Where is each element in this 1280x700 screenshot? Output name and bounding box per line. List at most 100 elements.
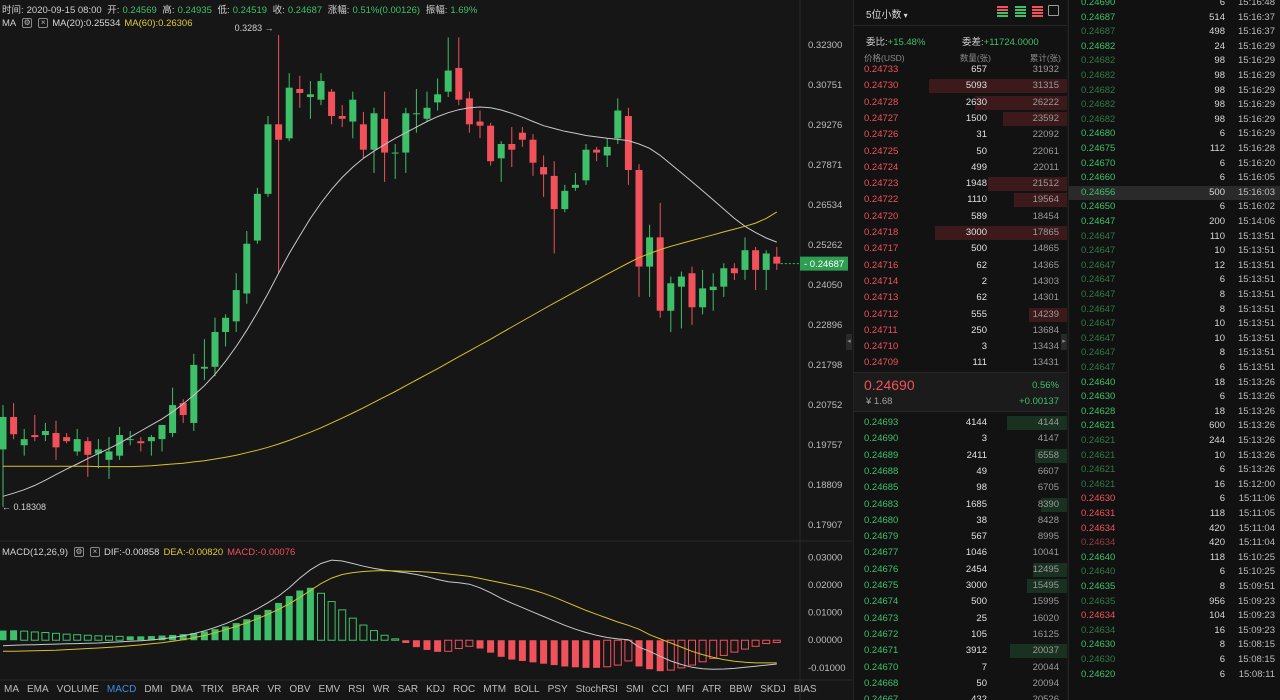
macd-settings-icon[interactable]: ⚙ — [74, 547, 84, 557]
tab-roc[interactable]: ROC — [453, 684, 476, 695]
tab-stochrsi[interactable]: StochRSI — [575, 684, 618, 695]
candle-body — [593, 149, 601, 153]
trade-qty: 498 — [1209, 26, 1225, 38]
tab-macd[interactable]: MACD — [106, 684, 137, 695]
tab-mfi[interactable]: MFI — [676, 684, 695, 695]
macd-histogram-bar — [593, 640, 601, 668]
bid-row[interactable]: 0.24685 98 6705 — [854, 480, 1067, 496]
macd-histogram-bar — [677, 639, 686, 669]
trade-price: 0.24680 — [1081, 128, 1116, 140]
tab-atr[interactable]: ATR — [702, 684, 722, 695]
ask-row[interactable]: 0.24728 2630 26222 — [854, 95, 1067, 111]
bid-row[interactable]: 0.24671 3912 20037 — [854, 643, 1067, 659]
tab-boll[interactable]: BOLL — [514, 684, 540, 695]
ask-qty: 62 — [976, 259, 987, 271]
tab-volume[interactable]: VOLUME — [56, 684, 99, 695]
ask-row[interactable]: 0.24718 3000 17865 — [854, 225, 1067, 241]
kline-chart-canvas[interactable]: 0.32300 0.30751 0.29276 0.27871 0.26534 0.252… — [0, 0, 852, 700]
ma-settings-icon[interactable]: ⚙ — [22, 18, 33, 28]
candle — [688, 266, 696, 325]
bid-row[interactable]: 0.24673 25 16020 — [854, 611, 1067, 627]
ask-row[interactable]: 0.24727 1500 23592 — [854, 111, 1067, 127]
trade-qty: 8 — [1219, 289, 1225, 300]
bid-row[interactable]: 0.24680 38 8428 — [854, 513, 1067, 529]
tab-dma[interactable]: DMA — [170, 684, 193, 695]
bid-row[interactable]: 0.24693 4144 4144 — [854, 415, 1067, 431]
ask-row[interactable]: 0.24709 111 13431 — [854, 355, 1067, 371]
ask-row[interactable]: 0.24724 499 22011 — [854, 160, 1067, 176]
tab-bias[interactable]: BIAS — [793, 684, 817, 695]
tab-sar[interactable]: SAR — [397, 684, 419, 695]
bid-row[interactable]: 0.24677 1046 10041 — [854, 545, 1067, 561]
trade-row: 0.24682 98 15:16:29 — [1069, 84, 1280, 99]
macd-histogram-bar — [222, 626, 230, 641]
ask-row[interactable]: 0.24723 1948 21512 — [854, 176, 1067, 192]
bid-row[interactable]: 0.24674 500 15995 — [854, 594, 1067, 610]
bid-row[interactable]: 0.24688 49 6607 — [854, 464, 1067, 480]
tab-emv[interactable]: EMV — [318, 684, 341, 695]
tab-smi[interactable]: SMI — [625, 684, 644, 695]
tab-obv[interactable]: OBV — [289, 684, 311, 695]
collapse-left-icon[interactable]: ◂ — [846, 334, 852, 350]
candle-body — [211, 331, 219, 367]
trade-time: 15:13:51 — [1238, 303, 1275, 315]
ask-row[interactable]: 0.24714 2 14303 — [854, 274, 1067, 290]
bid-row[interactable]: 0.24672 105 16125 — [854, 627, 1067, 643]
tab-kdj[interactable]: KDJ — [426, 684, 446, 695]
ask-row[interactable]: 0.24730 5093 31315 — [854, 78, 1067, 94]
ask-total: 14301 — [1032, 292, 1059, 304]
trade-row: 0.24687 498 15:16:37 — [1069, 25, 1280, 40]
ask-row[interactable]: 0.24717 500 14865 — [854, 241, 1067, 257]
tab-ema[interactable]: EMA — [27, 684, 49, 695]
bid-row[interactable]: 0.24679 567 8995 — [854, 529, 1067, 545]
tab-cci[interactable]: CCI — [651, 684, 669, 695]
tab-bbw[interactable]: BBW — [729, 684, 753, 695]
ask-qty: 499 — [971, 161, 987, 173]
view-both-icon[interactable] — [997, 6, 1008, 17]
bid-row[interactable]: 0.24676 2454 12495 — [854, 562, 1067, 578]
trade-row: 0.24640 118 15:10:25 — [1069, 551, 1280, 566]
ask-total: 14865 — [1032, 243, 1059, 255]
ask-row[interactable]: 0.24722 1110 19564 — [854, 192, 1067, 208]
tab-mtm[interactable]: MTM — [483, 684, 507, 695]
tab-psy[interactable]: PSY — [547, 684, 568, 695]
bid-row[interactable]: 0.24689 2411 6558 — [854, 448, 1067, 464]
ask-row[interactable]: 0.24711 250 13684 — [854, 323, 1067, 339]
view-asks-icon[interactable] — [1032, 6, 1043, 17]
ask-row[interactable]: 0.24713 62 14301 — [854, 290, 1067, 306]
macd-histogram-bar — [423, 640, 431, 650]
expand-icon[interactable] — [1048, 5, 1059, 16]
view-bids-icon[interactable] — [1015, 6, 1026, 17]
ask-row[interactable]: 0.24726 31 22092 — [854, 127, 1067, 143]
tab-brar[interactable]: BRAR — [231, 684, 260, 695]
bid-row[interactable]: 0.24668 50 20094 — [854, 676, 1067, 692]
ask-row[interactable]: 0.24720 589 18454 — [854, 209, 1067, 225]
tab-skdj[interactable]: SKDJ — [760, 684, 786, 695]
ask-row[interactable]: 0.24712 555 14239 — [854, 307, 1067, 323]
ask-row[interactable]: 0.24725 50 22061 — [854, 144, 1067, 160]
trade-price: 0.24635 — [1081, 595, 1116, 607]
tab-ma[interactable]: MA — [4, 684, 19, 695]
ma-close-icon[interactable]: × — [38, 18, 49, 28]
tab-wr[interactable]: WR — [372, 684, 390, 695]
bid-qty: 500 — [971, 596, 987, 608]
bid-row[interactable]: 0.24683 1685 8390 — [854, 497, 1067, 513]
ask-row[interactable]: 0.24710 3 13434 — [854, 339, 1067, 355]
bid-row[interactable]: 0.24670 7 20044 — [854, 660, 1067, 676]
bid-row[interactable]: 0.24667 432 20526 — [854, 692, 1067, 700]
depth-precision-select[interactable]: 5位小数 ▾ — [866, 6, 908, 21]
tab-vr[interactable]: VR — [267, 684, 282, 695]
macd-close-icon[interactable]: × — [90, 547, 100, 557]
bid-row[interactable]: 0.24675 3000 15495 — [854, 578, 1067, 594]
tab-rsi[interactable]: RSI — [348, 684, 365, 695]
ask-price: 0.24726 — [864, 129, 899, 141]
bid-row[interactable]: 0.24690 3 4147 — [854, 431, 1067, 447]
price-tick-label: 0.19757 — [808, 440, 842, 451]
tab-trix[interactable]: TRIX — [200, 684, 224, 695]
ask-row[interactable]: 0.24733 657 31932 — [854, 62, 1067, 78]
collapse-right-icon[interactable]: ▸ — [1061, 334, 1067, 350]
tab-dmi[interactable]: DMI — [144, 684, 163, 695]
ask-row[interactable]: 0.24716 62 14365 — [854, 258, 1067, 274]
kline-chart-panel[interactable]: 0.32300 0.30751 0.29276 0.27871 0.26534 0.252… — [0, 0, 852, 700]
trade-time: 15:12:00 — [1238, 478, 1275, 490]
